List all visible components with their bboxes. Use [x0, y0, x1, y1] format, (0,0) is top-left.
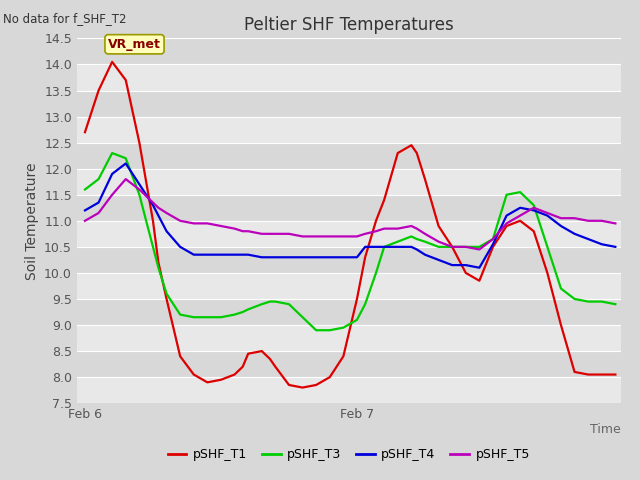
Bar	[77, 221, 621, 247]
Bar	[77, 195, 621, 221]
Bar	[77, 143, 621, 168]
Legend: pSHF_T1, pSHF_T3, pSHF_T4, pSHF_T5: pSHF_T1, pSHF_T3, pSHF_T4, pSHF_T5	[163, 443, 535, 466]
Bar	[77, 325, 621, 351]
Bar	[77, 38, 621, 64]
Bar	[77, 91, 621, 117]
Bar	[77, 351, 621, 377]
Bar	[77, 247, 621, 273]
Bar	[77, 168, 621, 195]
Bar	[77, 377, 621, 403]
Bar	[77, 117, 621, 143]
Bar	[77, 273, 621, 299]
Bar	[77, 299, 621, 325]
Title: Peltier SHF Temperatures: Peltier SHF Temperatures	[244, 16, 454, 34]
Text: VR_met: VR_met	[108, 38, 161, 51]
Text: No data for f_SHF_T2: No data for f_SHF_T2	[3, 12, 127, 25]
Text: Time: Time	[590, 423, 621, 436]
Bar	[77, 64, 621, 91]
Y-axis label: Soil Temperature: Soil Temperature	[24, 162, 38, 279]
